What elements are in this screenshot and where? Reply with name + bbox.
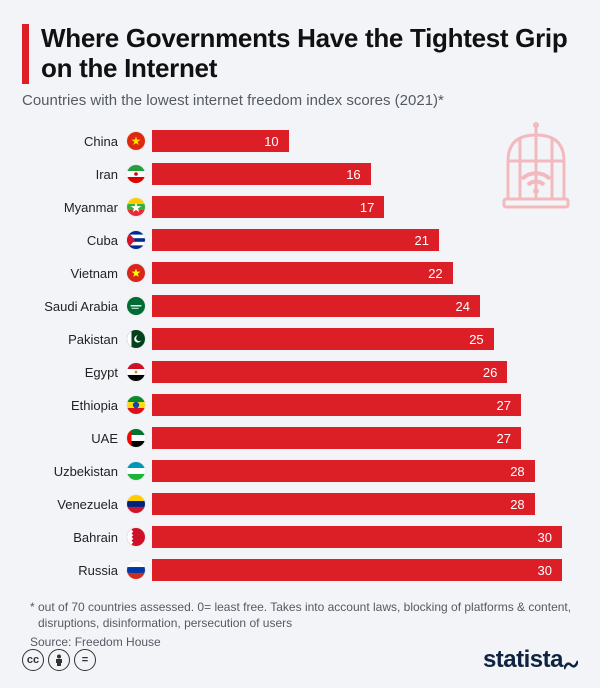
bar: 21 [152,229,439,251]
chart-row: Vietnam 22 [22,259,578,288]
bar-value: 24 [456,299,470,314]
chart-row: Cuba 21 [22,226,578,255]
bar: 30 [152,526,562,548]
bar-value: 25 [469,332,483,347]
bar: 25 [152,328,494,350]
bar: 30 [152,559,562,581]
flag-icon [126,428,146,448]
bar: 27 [152,427,521,449]
chart-row: UAE 27 [22,424,578,453]
country-label: Iran [22,167,126,182]
country-label: UAE [22,431,126,446]
bar-value: 10 [264,134,278,149]
brand-text: statista [483,646,563,674]
bar-track: 26 [152,361,578,383]
country-label: Pakistan [22,332,126,347]
bar: 26 [152,361,507,383]
country-label: Bahrain [22,530,126,545]
bar-value: 28 [510,497,524,512]
flag-icon [126,329,146,349]
bar-track: 24 [152,295,578,317]
footer: cc = statista [22,646,578,674]
chart-row: Bahrain 30 [22,523,578,552]
bar: 28 [152,493,535,515]
bar-track: 30 [152,526,578,548]
bar-value: 26 [483,365,497,380]
bar-track: 16 [152,163,578,185]
bar-value: 27 [497,431,511,446]
chart-row: Pakistan 25 [22,325,578,354]
page-subtitle: Countries with the lowest internet freed… [22,92,578,109]
bar: 17 [152,196,384,218]
chart-row: Iran 16 [22,160,578,189]
bar: 28 [152,460,535,482]
bar-track: 17 [152,196,578,218]
bar-track: 27 [152,427,578,449]
country-label: Russia [22,563,126,578]
cc-license-badges: cc = [22,649,96,671]
statista-logo: statista [483,646,578,674]
country-label: Saudi Arabia [22,299,126,314]
cc-nd-icon: = [74,649,96,671]
bar-chart: China 10 Iran 16 Myanmar 17 Cuba 21 [22,127,578,585]
country-label: Cuba [22,233,126,248]
bar: 22 [152,262,453,284]
flag-icon [126,263,146,283]
bar-value: 27 [497,398,511,413]
country-label: Venezuela [22,497,126,512]
chart-row: Saudi Arabia 24 [22,292,578,321]
chart-row: Ethiopia 27 [22,391,578,420]
title-accent-bar [22,24,29,84]
brand-wave-icon [564,659,578,671]
bar-value: 21 [415,233,429,248]
bar-track: 25 [152,328,578,350]
flag-icon [126,494,146,514]
bar: 10 [152,130,289,152]
flag-icon [126,461,146,481]
bar-value: 30 [538,530,552,545]
country-label: Egypt [22,365,126,380]
country-label: Ethiopia [22,398,126,413]
bar-value: 30 [538,563,552,578]
footnote: * out of 70 countries assessed. 0= least… [22,599,578,631]
header: Where Governments Have the Tightest Grip… [22,24,578,84]
bar-track: 28 [152,460,578,482]
chart-row: Egypt 26 [22,358,578,387]
bar: 27 [152,394,521,416]
bar-value: 17 [360,200,374,215]
flag-icon [126,230,146,250]
country-label: Myanmar [22,200,126,215]
bar: 24 [152,295,480,317]
chart-row: Myanmar 17 [22,193,578,222]
bar-value: 28 [510,464,524,479]
flag-icon [126,395,146,415]
cc-icon: cc [22,649,44,671]
flag-icon [126,164,146,184]
chart-row: Uzbekistan 28 [22,457,578,486]
bar-value: 22 [428,266,442,281]
flag-icon [126,131,146,151]
page-title: Where Governments Have the Tightest Grip… [41,24,578,84]
chart-row: Russia 30 [22,556,578,585]
cc-by-icon [48,649,70,671]
bar-track: 30 [152,559,578,581]
flag-icon [126,527,146,547]
bar: 16 [152,163,371,185]
country-label: China [22,134,126,149]
chart-row: Venezuela 28 [22,490,578,519]
flag-icon [126,197,146,217]
bar-track: 28 [152,493,578,515]
country-label: Vietnam [22,266,126,281]
flag-icon [126,362,146,382]
bar-track: 22 [152,262,578,284]
flag-icon [126,296,146,316]
bar-track: 27 [152,394,578,416]
flag-icon [126,560,146,580]
bar-value: 16 [346,167,360,182]
bar-track: 21 [152,229,578,251]
chart-row: China 10 [22,127,578,156]
country-label: Uzbekistan [22,464,126,479]
bar-track: 10 [152,130,578,152]
